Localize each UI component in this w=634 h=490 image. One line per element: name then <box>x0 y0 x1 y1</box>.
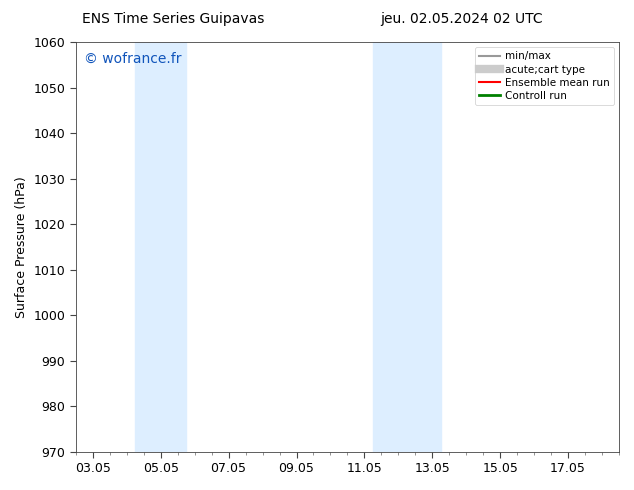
Bar <box>373 42 441 452</box>
Bar <box>135 42 186 452</box>
Text: © wofrance.fr: © wofrance.fr <box>84 52 181 66</box>
Text: ENS Time Series Guipavas: ENS Time Series Guipavas <box>82 12 265 26</box>
Y-axis label: Surface Pressure (hPa): Surface Pressure (hPa) <box>15 176 28 318</box>
Legend: min/max, acute;cart type, Ensemble mean run, Controll run: min/max, acute;cart type, Ensemble mean … <box>475 47 614 105</box>
Text: jeu. 02.05.2024 02 UTC: jeu. 02.05.2024 02 UTC <box>380 12 543 26</box>
